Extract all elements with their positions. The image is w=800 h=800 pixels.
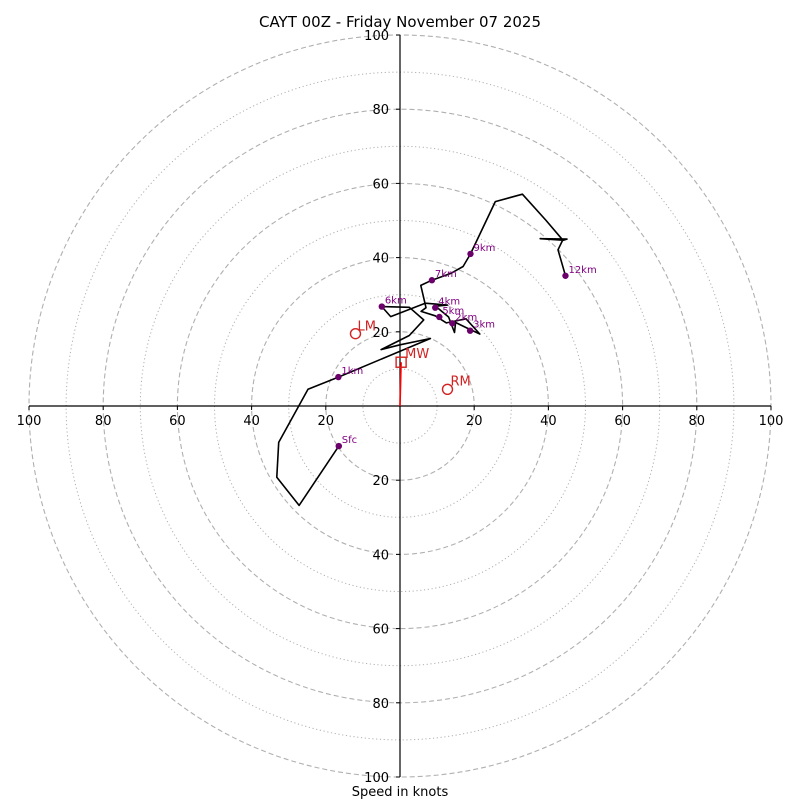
- x-tick-label: 80: [95, 414, 112, 429]
- profile-line: [275, 193, 568, 507]
- height-marker-2km: [449, 320, 456, 327]
- x-tick-label: 20: [466, 414, 483, 429]
- y-tick-label: 100: [364, 771, 389, 786]
- mean-wind-marker: [395, 356, 407, 368]
- x-tick-label: 100: [759, 414, 784, 429]
- left-mover-label: LM: [357, 320, 375, 335]
- mean-wind-vector: [399, 362, 402, 407]
- right-mover-label: RM: [450, 374, 470, 389]
- tick-labels: 100 80 60 40 20 20 40 60 80 100 100 80 60 40 20 20 40 60 8…: [17, 29, 784, 786]
- y-tick-label: 80: [372, 103, 389, 118]
- height-marker-3km: [466, 327, 474, 334]
- x-tick-label: 20: [318, 414, 335, 429]
- left-mover-marker: [349, 327, 362, 340]
- height-marker-12km: [562, 272, 569, 279]
- x-tick-label: 40: [540, 414, 557, 429]
- mean-wind-label: MW: [405, 347, 429, 362]
- y-tick-label: 60: [372, 177, 389, 192]
- right-mover-marker: [441, 383, 454, 396]
- height-label-7km: 7km: [435, 269, 457, 280]
- height-marker-6km: [378, 303, 386, 310]
- wind-profile: [275, 193, 568, 507]
- height-marker-4km: [432, 304, 439, 311]
- height-label-5km: 5km: [442, 306, 464, 317]
- height-label-12km: 12km: [568, 265, 596, 276]
- y-tick-label: 80: [372, 697, 389, 712]
- height-label-Sfc: Sfc: [342, 435, 357, 446]
- y-tick-label: 100: [364, 29, 389, 44]
- y-tick-label: 20: [372, 326, 389, 341]
- height-label-9km: 9km: [473, 243, 495, 254]
- y-tick-label: 60: [372, 623, 389, 638]
- height-label-6km: 6km: [385, 296, 407, 307]
- y-tick-label: 40: [372, 548, 389, 563]
- height-marker-9km: [467, 250, 474, 258]
- x-axis-label: Speed in knots: [352, 785, 449, 800]
- height-marker-7km: [428, 277, 436, 284]
- y-tick-label: 20: [372, 474, 389, 489]
- height-label-1km: 1km: [341, 366, 363, 377]
- x-tick-label: 40: [243, 414, 260, 429]
- x-tick-label: 80: [689, 414, 706, 429]
- height-label-4km: 4km: [438, 297, 460, 308]
- height-marker-Sfc: [335, 442, 342, 450]
- y-tick-label: 40: [372, 252, 389, 267]
- height-marker-5km: [436, 313, 443, 321]
- x-tick-label: 60: [169, 414, 186, 429]
- x-tick-label: 60: [614, 414, 631, 429]
- height-marker-1km: [335, 373, 342, 381]
- storm-motion: LM RM MW: [349, 320, 471, 407]
- height-label-3km: 3km: [473, 320, 495, 331]
- x-tick-label: 100: [17, 414, 42, 429]
- height-label-2km: 2km: [455, 312, 477, 323]
- chart-title: CAYT 00Z - Friday November 07 2025: [259, 13, 541, 31]
